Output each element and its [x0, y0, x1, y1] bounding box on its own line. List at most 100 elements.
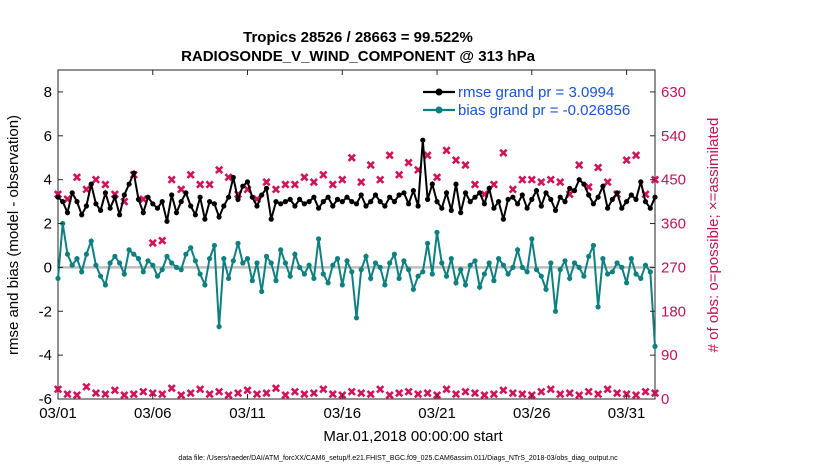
bias-point [458, 267, 464, 273]
obs-marker [603, 385, 612, 394]
y-axis-label-right: # of obs: o=possible; ×=assimilated [705, 118, 722, 353]
obs-marker [546, 385, 555, 394]
bias-point [235, 240, 241, 246]
obs-marker [186, 170, 195, 179]
bias-point [481, 271, 487, 277]
x-tick-label: 03/21 [418, 405, 456, 422]
bias-point [515, 247, 521, 253]
bias-point [567, 275, 573, 281]
obs-marker [196, 385, 205, 394]
rmse-point [624, 199, 630, 205]
x-axis-label: Mar.01,2018 00:00:00 start [323, 428, 503, 445]
obs-marker [82, 382, 91, 391]
bias-point [178, 267, 184, 273]
rmse-point [197, 194, 203, 200]
rmse-point [306, 199, 312, 205]
obs-marker [594, 163, 603, 172]
obs-marker [470, 389, 480, 398]
bias-point [55, 275, 61, 281]
obs-marker [120, 390, 129, 400]
rmse-point [216, 214, 222, 220]
rmse-point [396, 192, 402, 198]
bias-point [169, 260, 175, 266]
rmse-point [244, 179, 251, 185]
obs-marker [603, 177, 612, 187]
obs-marker [271, 384, 281, 393]
bias-point [282, 260, 288, 266]
y-right-tick-label: 180 [661, 303, 686, 320]
obs-marker [622, 156, 631, 165]
legend: rmse grand pr = 3.0994 bias grand pr = -… [423, 84, 630, 119]
rmse-point [349, 199, 355, 205]
legend-rmse-marker [435, 88, 443, 96]
bias-point [609, 269, 616, 275]
bias-point [145, 258, 151, 264]
rmse-point [150, 201, 156, 207]
y-right-tick-label: 360 [661, 216, 686, 233]
rmse-point [453, 181, 459, 187]
bias-point [415, 273, 421, 279]
obs-marker [556, 390, 565, 399]
bias-point [486, 260, 492, 266]
rmse-point [529, 196, 535, 202]
rmse-point [519, 192, 525, 198]
obs-marker [366, 390, 375, 399]
obs-marker [91, 175, 101, 184]
rmse-point [425, 196, 431, 202]
obs-marker [376, 175, 385, 184]
y-right-tick-label: 0 [661, 391, 669, 408]
bias-point [259, 288, 265, 295]
obs-marker [148, 238, 157, 248]
bias-point [69, 262, 75, 268]
rmse-point [230, 174, 236, 181]
bias-point [491, 278, 497, 284]
obs-marker [63, 390, 72, 399]
rmse-point [188, 203, 194, 209]
rmse-point [363, 203, 369, 209]
bias-point [638, 275, 644, 281]
bias-point [278, 247, 284, 253]
obs-marker [214, 165, 224, 175]
rmse-point [83, 203, 89, 209]
bias-point [524, 269, 530, 275]
rmse-point [372, 192, 379, 198]
rmse-point [552, 207, 559, 213]
obs-marker [347, 387, 356, 396]
rmse-point [486, 185, 492, 191]
rmse-point [586, 192, 592, 198]
obs-marker [376, 385, 385, 394]
bias-point [197, 271, 203, 277]
obs-marker [158, 236, 167, 245]
obs-marker [338, 175, 347, 184]
rmse-point [173, 210, 180, 216]
bias-point [135, 256, 142, 262]
obs-marker [575, 160, 584, 170]
rmse-point [439, 205, 445, 211]
rmse-point [368, 199, 374, 205]
bias-point [297, 264, 303, 270]
rmse-point [462, 190, 469, 196]
bias-point [188, 245, 194, 251]
obs-marker [404, 387, 413, 396]
rmse-point [325, 194, 331, 200]
rmse-point [401, 190, 407, 196]
rmse-point [467, 199, 473, 205]
rmse-point [259, 192, 265, 198]
obs-marker [508, 185, 517, 194]
rmse-point [226, 194, 232, 200]
obs-marker [167, 384, 176, 393]
bias-point [529, 236, 535, 242]
rmse-point [164, 218, 170, 224]
bias-point [624, 280, 630, 286]
rmse-point [311, 194, 317, 200]
bias-point [510, 264, 516, 270]
obs-marker [186, 389, 195, 398]
rmse-point [415, 203, 421, 209]
obs-marker [300, 173, 309, 182]
rmse-point [121, 192, 127, 198]
rmse-point [647, 205, 653, 211]
obs-marker [612, 389, 622, 398]
rmse-point [406, 201, 412, 207]
bias-point [401, 258, 407, 264]
